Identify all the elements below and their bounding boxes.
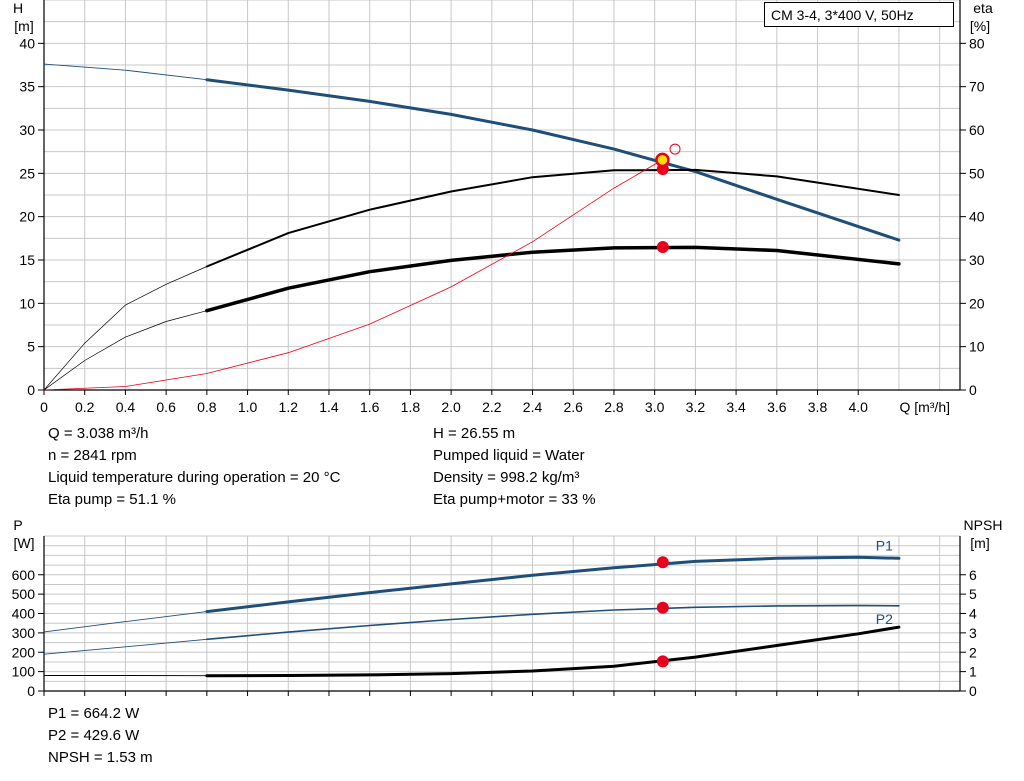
- head-left-tick-label: 10: [19, 295, 35, 311]
- power-operating-point-marker: [656, 601, 669, 614]
- power-series-0-line: [205, 555, 901, 614]
- head-left-tick-label: 20: [19, 209, 35, 225]
- power-left-tick-label: 300: [12, 625, 36, 641]
- head-series-0-line: [205, 78, 901, 242]
- power-right-tick-label: 3: [969, 625, 977, 641]
- readout-eta-pump: Eta pump = 51.1 %: [48, 491, 176, 508]
- power-right-tick-label: 5: [969, 586, 977, 602]
- head-right-tick-label: 0: [969, 382, 977, 398]
- head-left-tick-label: 15: [19, 252, 35, 268]
- power-right-axis-title: NPSH: [964, 517, 1003, 533]
- power-right-tick-label: 0: [969, 683, 977, 699]
- head-left-axis-title: H: [13, 0, 23, 16]
- power-right-tick-label: 6: [969, 567, 977, 583]
- readout-eta-pump-motor: Eta pump+motor = 33 %: [433, 491, 596, 508]
- head-right-tick-label: 10: [969, 339, 985, 355]
- head-x-tick-label: 3.0: [645, 399, 665, 415]
- head-left-axis-unit: [m]: [14, 18, 33, 34]
- head-operating-point-marker: [656, 241, 669, 253]
- chart-title-box: CM 3-4, 3*400 V, 50Hz: [764, 2, 954, 27]
- power-left-axis-unit: [W]: [14, 535, 35, 551]
- head-x-tick-label: 4.0: [848, 399, 868, 415]
- power-left-tick-label: 100: [12, 664, 36, 680]
- readout-npsh: NPSH = 1.53 m: [48, 749, 153, 766]
- readout-pumped-liquid: Pumped liquid = Water: [433, 447, 585, 464]
- power-right-axis-unit: [m]: [970, 535, 989, 551]
- power-left-tick-label: 500: [12, 586, 36, 602]
- head-x-tick-label: 2.6: [564, 399, 584, 415]
- head-right-tick-label: 50: [969, 165, 985, 181]
- readout-top-left: Q = 3.038 m³/h n = 2841 rpm Liquid tempe…: [48, 423, 340, 511]
- readout-head: H = 26.55 m: [433, 425, 516, 442]
- readout-flow: Q = 3.038 m³/h: [48, 425, 149, 442]
- power-right-tick-label: 2: [969, 644, 977, 660]
- head-x-tick-label: 3.8: [808, 399, 828, 415]
- head-x-tick-label: 2.0: [441, 399, 461, 415]
- head-right-axis-title: eta: [973, 0, 993, 16]
- head-series-0-extension-line: [43, 63, 207, 81]
- head-x-tick-label: 1.4: [319, 399, 339, 415]
- head-right-tick-label: 70: [969, 79, 985, 95]
- power-left-axis-title: P: [13, 517, 22, 533]
- head-right-tick-label: 20: [969, 295, 985, 311]
- head-right-tick-label: 30: [969, 252, 985, 268]
- head-x-tick-label: 2.4: [523, 399, 543, 415]
- head-x-tick-label: 0.8: [197, 399, 217, 415]
- head-duty-point-marker: [655, 152, 670, 168]
- power-operating-point-marker: [656, 655, 669, 668]
- head-right-axis-unit: [%]: [970, 18, 990, 34]
- power-series-label-p1: P1: [876, 537, 893, 553]
- readout-density: Density = 998.2 kg/m³: [433, 469, 580, 486]
- power-series-1-extension-line: [43, 638, 207, 655]
- power-left-tick-label: 0: [27, 683, 35, 699]
- head-left-tick-label: 30: [19, 122, 35, 138]
- head-right-tick-label: 60: [969, 122, 985, 138]
- head-x-tick-label: 0.6: [156, 399, 176, 415]
- readout-liquid-temperature: Liquid temperature during operation = 20…: [48, 469, 341, 486]
- power-left-tick-label: 600: [12, 567, 36, 583]
- head-x-tick-label: 3.6: [767, 399, 787, 415]
- head-x-tick-label: 1.6: [360, 399, 380, 415]
- head-operating-point-ring: [669, 143, 681, 155]
- head-right-tick-label: 40: [969, 209, 985, 225]
- head-x-tick-label: 2.8: [604, 399, 624, 415]
- chart-title: CM 3-4, 3*400 V, 50Hz: [771, 7, 914, 23]
- head-x-tick-label: 0.4: [116, 399, 136, 415]
- head-series-1-line: [205, 168, 900, 268]
- head-right-tick-label: 80: [969, 35, 985, 51]
- power-right-tick-label: 4: [969, 606, 977, 622]
- readout-p2: P2 = 429.6 W: [48, 727, 140, 744]
- head-series-2-extension-line: [43, 310, 207, 391]
- head-left-tick-label: 40: [19, 35, 35, 51]
- power-left-tick-label: 400: [12, 606, 36, 622]
- head-left-tick-label: 35: [19, 79, 35, 95]
- head-series-2-line: [205, 245, 901, 313]
- head-x-axis-label: Q [m³/h]: [899, 399, 950, 415]
- readout-speed: n = 2841 rpm: [48, 447, 137, 464]
- head-series-1-extension-line: [43, 266, 207, 391]
- head-x-tick-label: 2.2: [482, 399, 502, 415]
- readout-p1: P1 = 664.2 W: [48, 705, 140, 722]
- power-series-label-p2: P2: [876, 611, 893, 627]
- head-series-3-line: [43, 159, 663, 391]
- power-operating-point-marker: [656, 556, 669, 569]
- head-x-tick-label: 1.2: [279, 399, 299, 415]
- power-right-tick-label: 1: [969, 664, 977, 680]
- power-series-1-line: [206, 604, 900, 641]
- readout-bottom: P1 = 664.2 W P2 = 429.6 W NPSH = 1.53 m: [48, 703, 153, 769]
- power-left-tick-label: 200: [12, 644, 36, 660]
- power-series-2-line: [205, 625, 901, 678]
- head-x-tick-label: 0.2: [75, 399, 95, 415]
- head-left-tick-label: 5: [27, 339, 35, 355]
- readout-top-right: H = 26.55 m Pumped liquid = Water Densit…: [433, 423, 596, 511]
- head-left-tick-label: 0: [27, 382, 35, 398]
- head-left-tick-label: 25: [19, 165, 35, 181]
- head-x-tick-label: 3.4: [726, 399, 746, 415]
- head-x-tick-label: 1.0: [238, 399, 258, 415]
- head-x-tick-label: 1.8: [401, 399, 421, 415]
- head-x-tick-label: 3.2: [686, 399, 706, 415]
- power-series-0-extension-line: [43, 611, 207, 633]
- head-x-tick-label: 0: [40, 399, 48, 415]
